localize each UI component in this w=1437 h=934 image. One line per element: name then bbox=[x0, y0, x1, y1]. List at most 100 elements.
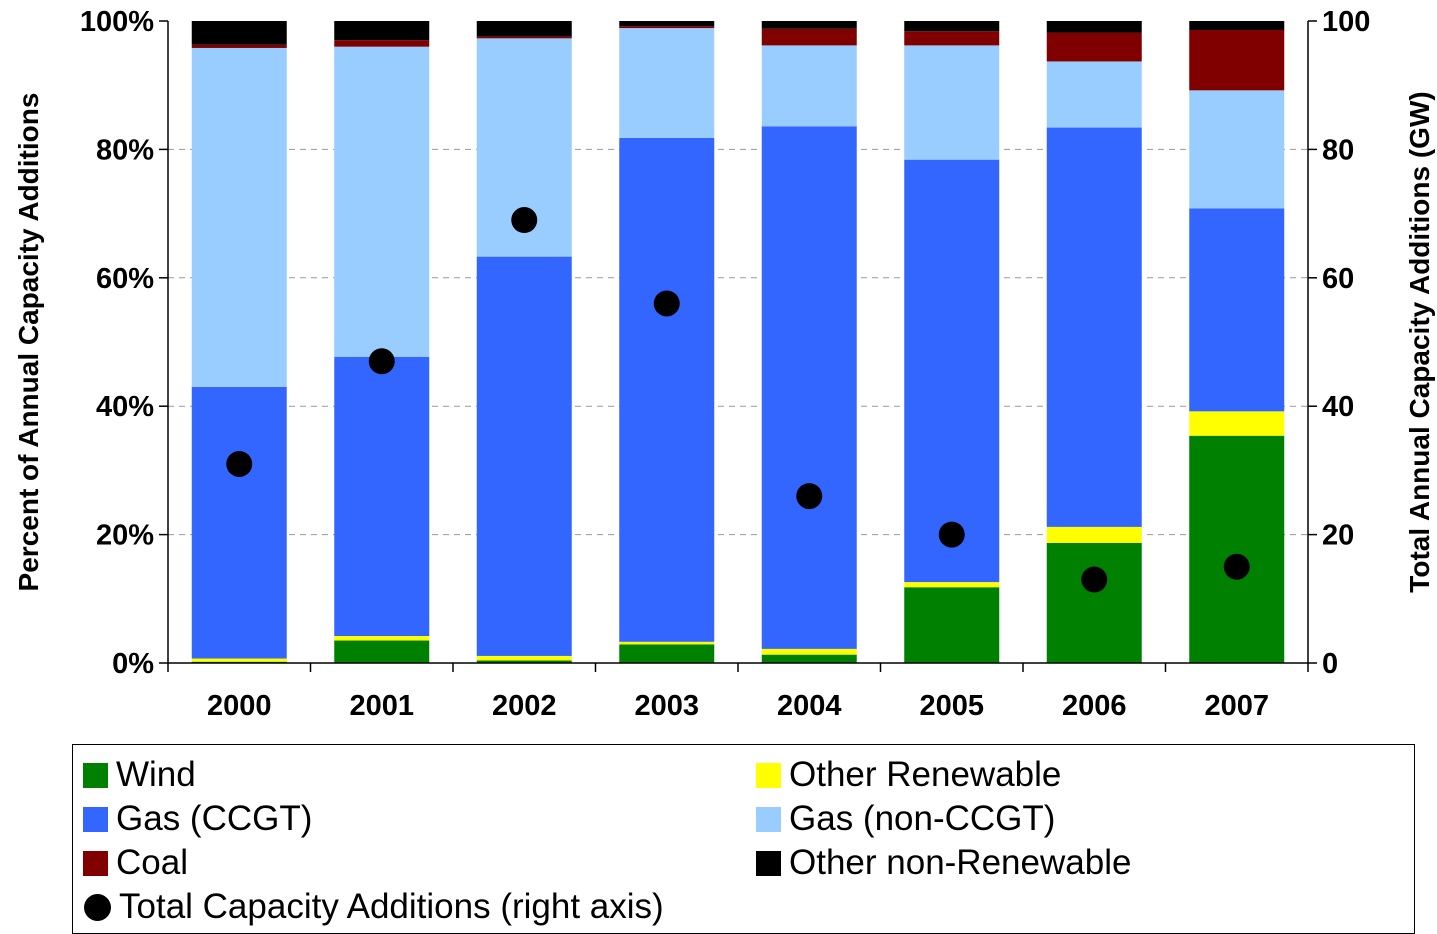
y-tick-label-right: 20 bbox=[1322, 520, 1354, 552]
y-axis-title-left: Percent of Annual Capacity Additions bbox=[13, 93, 44, 592]
legend-label-wind: Wind bbox=[116, 755, 196, 794]
bar-gas-non-ccgt-2001 bbox=[334, 46, 430, 357]
total-capacity-point-2001 bbox=[368, 348, 395, 375]
y-tick-label-left: 100% bbox=[80, 6, 154, 38]
bar-other-non-renewable-2004 bbox=[761, 21, 857, 29]
bar-wind-2004 bbox=[761, 654, 857, 663]
legend-item-other-non-renewable: Other non-Renewable bbox=[756, 843, 1131, 883]
bar-gas-non-ccgt-2000 bbox=[191, 47, 287, 387]
bar-coal-2007 bbox=[1189, 29, 1285, 91]
bar-gas-non-ccgt-2006 bbox=[1046, 61, 1142, 128]
total-capacity-point-2000 bbox=[226, 450, 253, 477]
legend-label-total-capacity: Total Capacity Additions (right axis) bbox=[119, 887, 664, 926]
bar-gas-ccgt-2005 bbox=[904, 159, 1000, 583]
bar-other-renewable-2002 bbox=[476, 655, 572, 661]
y-tick-label-left: 40% bbox=[96, 391, 154, 423]
bar-coal-2003 bbox=[619, 26, 715, 29]
bar-gas-ccgt-2007 bbox=[1189, 208, 1285, 412]
bar-gas-ccgt-2006 bbox=[1046, 127, 1142, 527]
legend: Wind Other Renewable Gas (CCGT) Gas (non… bbox=[72, 744, 1415, 934]
legend-label-gas-ccgt: Gas (CCGT) bbox=[116, 799, 313, 838]
total-capacity-point-2002 bbox=[511, 207, 538, 234]
legend-swatch-other-renewable bbox=[756, 762, 781, 788]
x-tick-label: 2003 bbox=[634, 690, 699, 722]
legend-marker-total-capacity bbox=[84, 893, 111, 921]
axes bbox=[159, 20, 1317, 672]
legend-item-other-renewable: Other Renewable bbox=[756, 755, 1061, 795]
total-capacity-point-2004 bbox=[796, 483, 823, 510]
bars bbox=[191, 21, 1285, 663]
legend-label-other-renewable: Other Renewable bbox=[789, 755, 1062, 794]
bar-gas-ccgt-2001 bbox=[334, 356, 430, 637]
bar-wind-2003 bbox=[619, 644, 715, 663]
bar-gas-ccgt-2003 bbox=[619, 137, 715, 642]
bar-coal-2006 bbox=[1046, 32, 1142, 62]
bar-other-renewable-2006 bbox=[1046, 526, 1142, 543]
bar-coal-2002 bbox=[476, 36, 572, 39]
bar-other-non-renewable-2005 bbox=[904, 21, 1000, 32]
x-tick-label: 2005 bbox=[919, 690, 984, 722]
bar-other-non-renewable-2006 bbox=[1046, 21, 1142, 33]
legend-item-gas-non-ccgt: Gas (non-CCGT) bbox=[756, 799, 1055, 839]
bar-other-non-renewable-2002 bbox=[476, 21, 572, 37]
legend-item-wind: Wind bbox=[83, 755, 196, 795]
total-capacity-point-2005 bbox=[938, 521, 965, 548]
bar-gas-non-ccgt-2004 bbox=[761, 45, 857, 127]
legend-item-total-capacity: Total Capacity Additions (right axis) bbox=[83, 887, 664, 927]
x-tick-label: 2001 bbox=[349, 690, 414, 722]
bar-other-renewable-2004 bbox=[761, 648, 857, 655]
legend-item-coal: Coal bbox=[83, 843, 188, 883]
total-capacity-points bbox=[226, 207, 1250, 593]
bar-wind-2005 bbox=[904, 587, 1000, 663]
y-tick-label-right: 100 bbox=[1322, 6, 1370, 38]
y-tick-label-left: 0% bbox=[112, 648, 154, 680]
legend-swatch-gas-ccgt bbox=[83, 806, 108, 832]
legend-label-coal: Coal bbox=[116, 843, 188, 882]
bar-other-non-renewable-2007 bbox=[1189, 21, 1285, 30]
y-axis-title-right: Total Annual Capacity Additions (GW) bbox=[1404, 91, 1435, 592]
y-tick-label-right: 0 bbox=[1322, 648, 1338, 680]
legend-swatch-other-non-renewable bbox=[756, 850, 781, 876]
bar-other-renewable-2007 bbox=[1189, 411, 1285, 436]
x-tick-label: 2007 bbox=[1204, 690, 1269, 722]
y-tick-label-left: 60% bbox=[96, 263, 154, 295]
y-tick-label-right: 60 bbox=[1322, 263, 1354, 295]
legend-swatch-wind bbox=[83, 762, 108, 788]
bar-wind-2002 bbox=[476, 660, 572, 663]
bar-coal-2004 bbox=[761, 28, 857, 46]
bar-wind-2006 bbox=[1046, 542, 1142, 663]
bar-gas-non-ccgt-2003 bbox=[619, 28, 715, 138]
y-tick-label-right: 80 bbox=[1322, 134, 1354, 166]
legend-swatch-gas-non-ccgt bbox=[756, 806, 781, 832]
chart: 0% 20% 40% 60% 80% 100% 0 20 40 60 80 100 2000 2001 20… bbox=[13, 6, 1435, 722]
bar-gas-ccgt-2000 bbox=[191, 386, 287, 659]
bar-coal-2001 bbox=[334, 40, 430, 47]
bar-other-non-renewable-2003 bbox=[619, 21, 715, 27]
axis-labels: 0% 20% 40% 60% 80% 100% 0 20 40 60 80 100 2000 2001 20… bbox=[80, 6, 1371, 722]
bar-other-renewable-2003 bbox=[619, 641, 715, 645]
y-tick-label-left: 80% bbox=[96, 134, 154, 166]
bar-coal-2000 bbox=[191, 44, 287, 48]
x-tick-label: 2002 bbox=[492, 690, 557, 722]
x-tick-label: 2000 bbox=[207, 690, 272, 722]
legend-label-other-non-renewable: Other non-Renewable bbox=[789, 843, 1132, 882]
total-capacity-point-2007 bbox=[1223, 553, 1250, 580]
bar-other-renewable-2005 bbox=[904, 582, 1000, 588]
y-tick-label-left: 20% bbox=[96, 520, 154, 552]
bar-gas-ccgt-2002 bbox=[476, 256, 572, 656]
bar-gas-non-ccgt-2007 bbox=[1189, 90, 1285, 209]
y-tick-label-right: 40 bbox=[1322, 391, 1354, 423]
bar-wind-2007 bbox=[1189, 435, 1285, 663]
legend-label-gas-non-ccgt: Gas (non-CCGT) bbox=[789, 799, 1056, 838]
bar-coal-2005 bbox=[904, 31, 1000, 46]
bar-gas-ccgt-2004 bbox=[761, 126, 857, 649]
legend-swatch-coal bbox=[83, 850, 108, 876]
total-capacity-point-2003 bbox=[653, 290, 680, 317]
bar-other-renewable-2001 bbox=[334, 636, 430, 641]
total-capacity-point-2006 bbox=[1081, 566, 1108, 593]
bar-gas-non-ccgt-2005 bbox=[904, 45, 1000, 160]
bar-other-renewable-2000 bbox=[191, 658, 287, 662]
legend-item-gas-ccgt: Gas (CCGT) bbox=[83, 799, 312, 839]
bar-wind-2001 bbox=[334, 640, 430, 663]
x-tick-label: 2004 bbox=[777, 690, 842, 722]
